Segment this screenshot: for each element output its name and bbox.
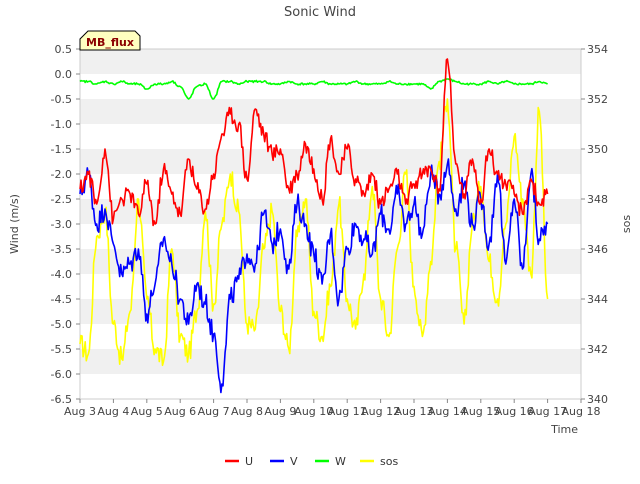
y-tick-label: -6.5: [51, 393, 72, 406]
series-line-w: [79, 78, 548, 100]
chart-title: Sonic Wind: [284, 5, 356, 20]
plot-band: [80, 49, 581, 74]
x-tick-label: Aug 5: [131, 405, 163, 418]
x-axis-label: Time: [550, 423, 578, 436]
x-tick-label: Aug 7: [198, 405, 230, 418]
legend-item-v: V: [270, 455, 298, 468]
y-tick-label: -6.0: [51, 368, 72, 381]
y-tick-label-right: 342: [587, 343, 608, 356]
series-line-u: [79, 58, 549, 227]
y-tick-label: -4.5: [51, 293, 72, 306]
y-tick-label-right: 350: [587, 143, 608, 156]
y-tick-label-right: 354: [587, 43, 608, 56]
x-tick-label: Aug 11: [328, 405, 367, 418]
x-tick-label: Aug 4: [97, 405, 129, 418]
y-tick-label: -1.0: [51, 118, 72, 131]
y-tick-label: -2.5: [51, 193, 72, 206]
y-tick-label: -3.0: [51, 218, 72, 231]
series-line-v: [79, 158, 549, 394]
y-tick-label-right: 346: [587, 243, 608, 256]
y-tick-label-right: 344: [587, 293, 608, 306]
legend-item-w: W: [315, 455, 346, 468]
x-tick-label: Aug 15: [461, 405, 500, 418]
y-tick-label: -3.5: [51, 243, 72, 256]
legend-item-sos: sos: [360, 455, 398, 468]
x-tick-label: Aug 16: [495, 405, 534, 418]
legend-label: W: [335, 455, 346, 468]
mb-flux-badge: MB_flux: [79, 30, 141, 51]
y-tick-label-right: 348: [587, 193, 608, 206]
x-tick-label: Aug 12: [361, 405, 400, 418]
y-tick-label: 0.5: [55, 43, 73, 56]
y-tick-label: 0.0: [55, 68, 73, 81]
y-tick-label: -2.0: [51, 168, 72, 181]
badge-box: [79, 30, 141, 51]
y-tick-label-right: 340: [587, 393, 608, 406]
legend-label: U: [245, 455, 253, 468]
y-tick-label: -4.0: [51, 268, 72, 281]
plot-band: [80, 149, 581, 174]
legend-label: V: [290, 455, 298, 468]
x-tick-label: Aug 13: [395, 405, 434, 418]
plot-band: [80, 99, 581, 124]
series-layer: [79, 58, 549, 394]
legend-item-u: U: [225, 455, 253, 468]
y-axis-label: Wind (m/s): [8, 194, 21, 254]
x-tick-label: Aug 14: [428, 405, 467, 418]
x-tick-label: Aug 18: [562, 405, 601, 418]
legend-label: sos: [380, 455, 398, 468]
x-tick-label: Aug 6: [164, 405, 196, 418]
y-axis-label-right: sos: [620, 215, 633, 233]
y-tick-label: -0.5: [51, 93, 72, 106]
y-tick-label: -5.5: [51, 343, 72, 356]
x-tick-label: Aug 17: [528, 405, 567, 418]
y-tick-label: -1.5: [51, 143, 72, 156]
series-line-sos: [79, 98, 549, 367]
axes-layer: 0.5 0.0 -0.5 -1.0 -1.5 -2.0 -2.5 -3.0 -3.5 -4.0 -4…: [51, 43, 608, 418]
plot-band: [80, 299, 581, 324]
plot-band: [80, 249, 581, 274]
y-tick-label: -5.0: [51, 318, 72, 331]
badge-label: MB_flux: [86, 36, 134, 49]
x-tick-label: Aug 9: [264, 405, 296, 418]
x-tick-label: Aug 3: [64, 405, 96, 418]
plot-bands: [80, 49, 581, 374]
y-tick-label-right: 352: [587, 93, 608, 106]
x-tick-label: Aug 8: [231, 405, 263, 418]
x-tick-label: Aug 10: [294, 405, 333, 418]
plot-band: [80, 199, 581, 224]
